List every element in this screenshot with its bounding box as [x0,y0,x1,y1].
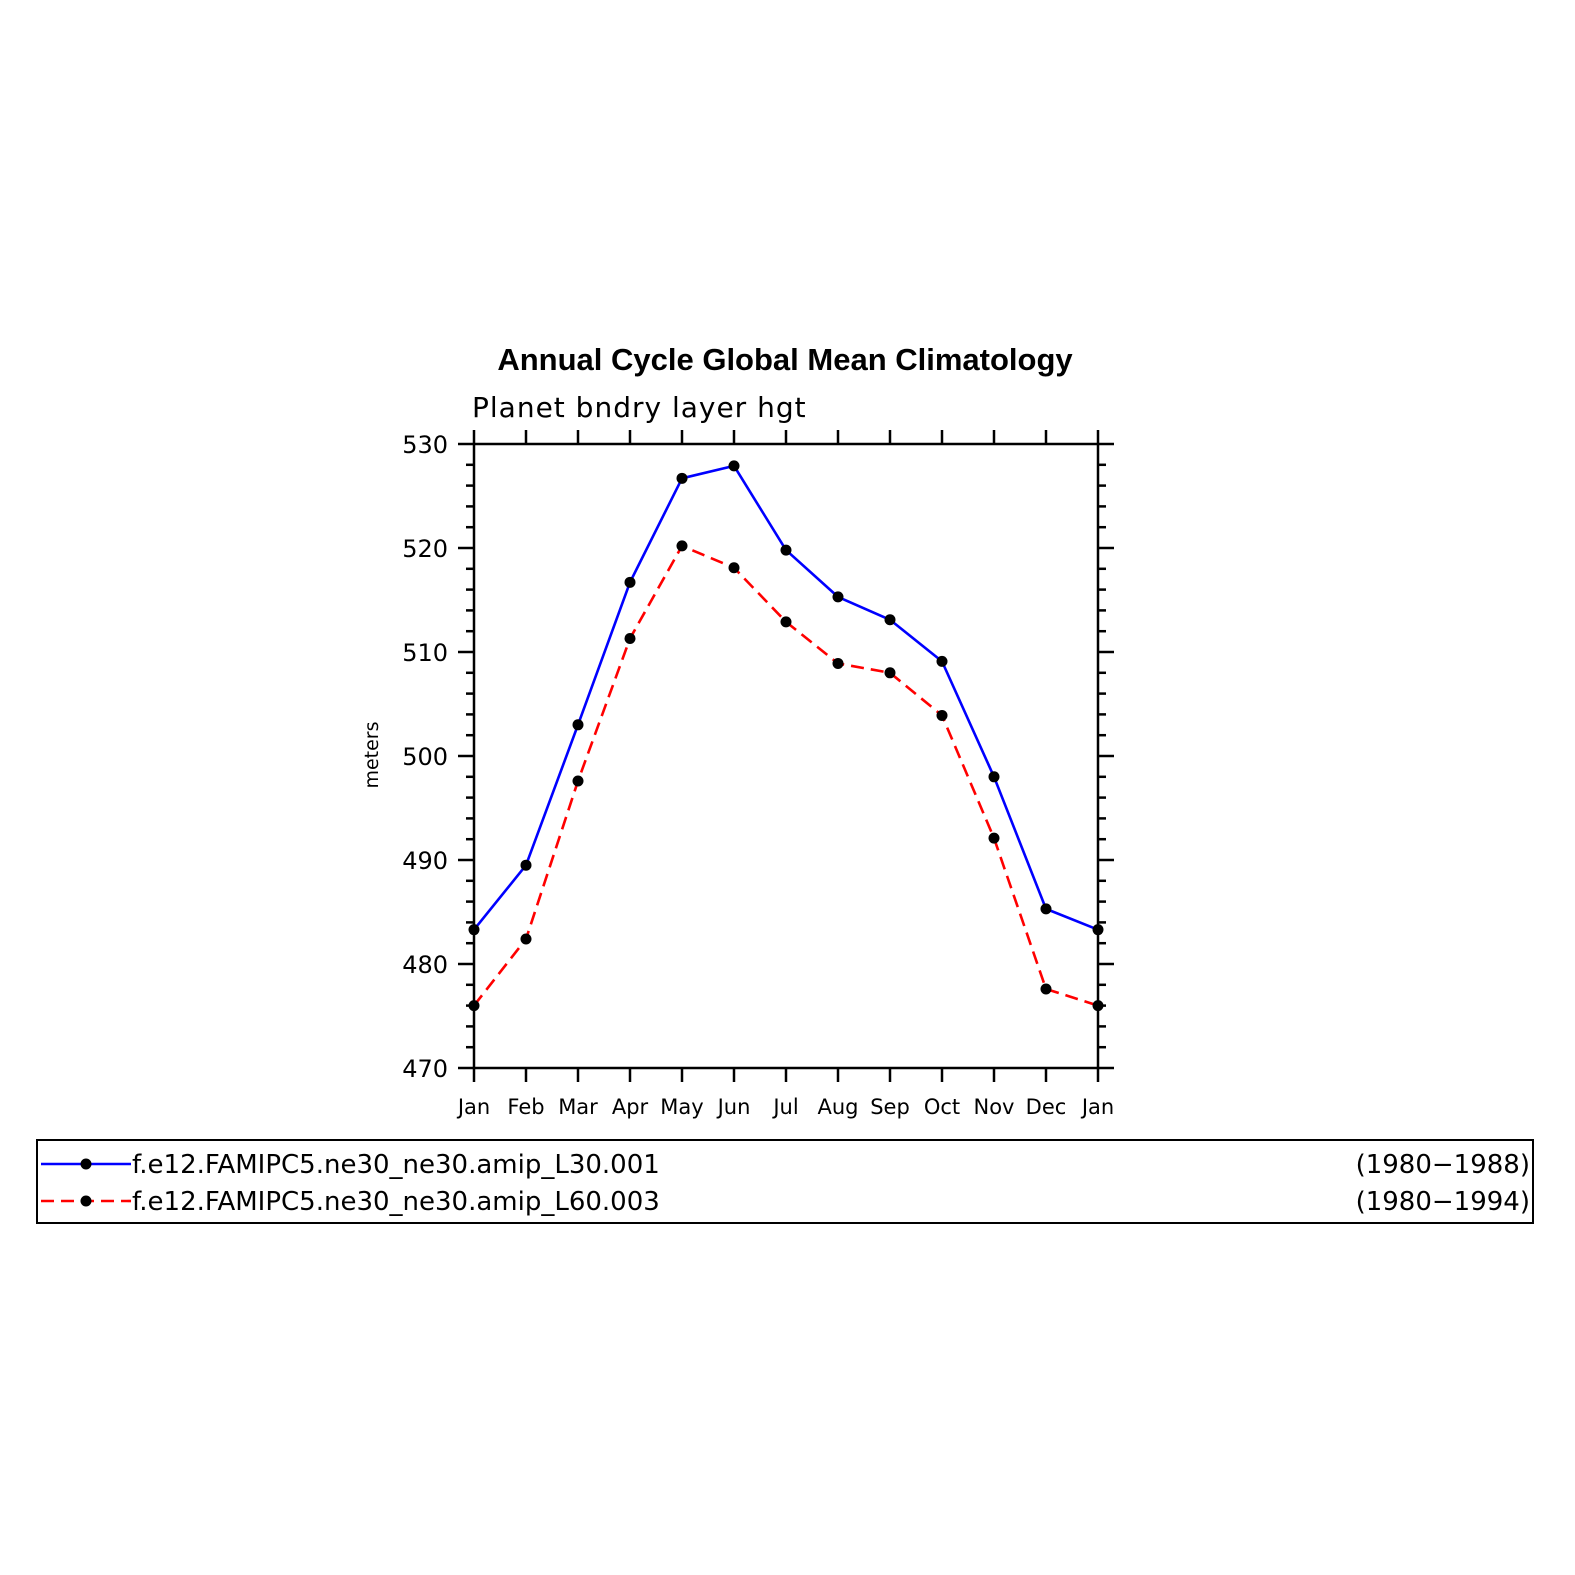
x-tick-label: May [660,1095,703,1119]
x-tick-label: Oct [924,1095,960,1119]
y-tick-label: 500 [402,743,448,771]
x-tick-label: Feb [507,1095,544,1119]
data-point [520,859,532,871]
data-point [676,472,688,484]
series-line [472,464,1099,931]
legend: f.e12.FAMIPC5.ne30_ne30.amip_L30.001 (198… [36,1139,1534,1224]
y-axis-label: meters [361,721,383,788]
chart-subtitle: Planet bndry layer hgt [472,391,807,424]
data-point [572,775,584,787]
data-point [468,1000,480,1012]
data-point [988,832,1000,844]
y-tick-label: 470 [402,1055,448,1083]
data-point [1092,1000,1104,1012]
legend-marker [80,1158,92,1170]
data-point [520,933,532,945]
x-tick-label: Dec [1026,1095,1067,1119]
x-tick-label: Jul [771,1095,798,1119]
x-tick-label: Jan [456,1095,490,1119]
data-point [728,562,740,574]
x-tick-label: Jan [1080,1095,1114,1119]
data-point [728,460,740,472]
chart-title: Annual Cycle Global Mean Climatology [497,342,1073,377]
data-point [936,655,948,667]
series-2 [468,540,1104,1012]
legend-items: f.e12.FAMIPC5.ne30_ne30.amip_L30.001 (198… [41,1150,1530,1217]
data-point [780,616,792,628]
legend-label: f.e12.FAMIPC5.ne30_ne30.amip_L30.001 [132,1150,660,1180]
series-layer [468,460,1104,1012]
data-point [988,771,1000,783]
data-point [832,591,844,603]
data-point [780,544,792,556]
data-point [572,719,584,731]
y-tick-label: 480 [402,951,448,979]
legend-box [36,1139,1534,1224]
data-point [624,632,636,644]
legend-label: f.e12.FAMIPC5.ne30_ne30.amip_L60.003 [132,1187,660,1217]
x-tick-label: Apr [612,1095,649,1119]
y-tick-label: 520 [402,535,448,563]
data-point [1092,924,1104,936]
data-point [1040,903,1052,915]
x-tick-label: Aug [817,1095,858,1119]
legend-years: (1980−1994) [1356,1187,1530,1217]
x-tick-label: Nov [974,1095,1015,1119]
data-point [832,657,844,669]
y-tick-label: 530 [402,431,448,459]
data-point [1040,983,1052,995]
series-1 [468,460,1104,936]
series-line [472,544,1099,1007]
data-point [468,924,480,936]
legend-marker [80,1195,92,1207]
data-point [936,709,948,721]
data-point [624,576,636,588]
data-point [884,614,896,626]
data-point [676,540,688,552]
legend-years: (1980−1988) [1356,1150,1530,1180]
y-tick-label: 490 [402,847,448,875]
data-point [884,667,896,679]
axes: Jan Feb Mar Apr May Jun Jul Aug Sep Oct Nov Dec Jan 4… [402,430,1114,1119]
y-tick-label: 510 [402,639,448,667]
x-tick-label: Jun [716,1095,751,1119]
x-tick-label: Mar [558,1095,598,1119]
x-tick-label: Sep [870,1095,910,1119]
